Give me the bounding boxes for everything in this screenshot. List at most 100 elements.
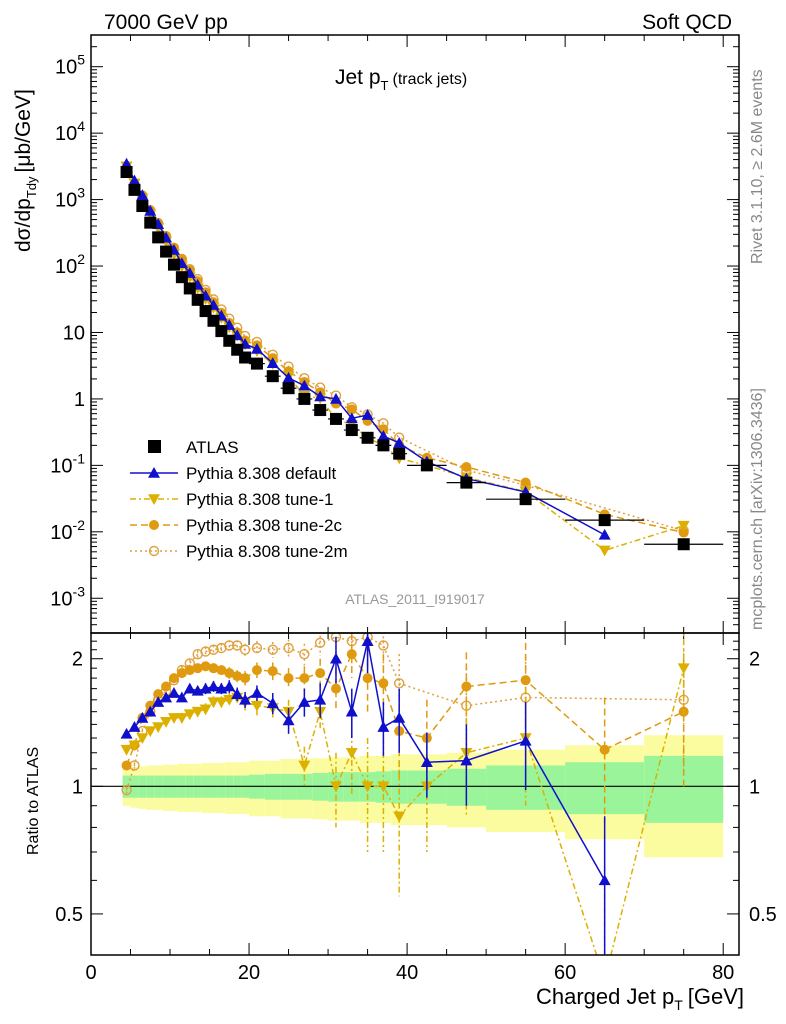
legend-entry-tune2c: Pythia 8.308 tune-2c xyxy=(130,516,342,535)
band-inner-bin xyxy=(644,755,724,823)
ratio-uncertainty-bands xyxy=(91,735,739,858)
default-point xyxy=(393,436,406,448)
tune1-point xyxy=(598,545,611,557)
tune1-ratio-point xyxy=(677,663,690,675)
y-tick-label: 10-2 xyxy=(50,517,85,544)
tune1-ratio-point xyxy=(167,713,180,724)
legend-marker xyxy=(149,520,159,530)
tune2m-ratio-point xyxy=(231,640,243,651)
ratio-tick-label: 2 xyxy=(72,649,83,671)
default-point xyxy=(144,204,157,216)
tune1-ratio-point xyxy=(329,781,342,793)
tune1-ratio-point xyxy=(393,811,406,823)
default-point xyxy=(329,392,342,404)
tune2c-ratio-point xyxy=(330,683,341,694)
tune2c-ratio-point xyxy=(192,663,203,674)
tune1-ratio-point xyxy=(361,781,374,793)
atlas-point xyxy=(377,439,390,452)
default-point xyxy=(128,174,141,186)
ratio-tick-label: 0.5 xyxy=(55,904,83,926)
y-tick-label-base: 10 xyxy=(50,588,72,610)
tune2m-ratio-point xyxy=(283,642,294,654)
y-tick-label-exp: 3 xyxy=(77,185,85,201)
atlas-point xyxy=(420,459,433,472)
y-axis-label-unit: [μb/GeV] xyxy=(12,89,35,172)
legend-marker xyxy=(148,545,160,557)
plot-frames xyxy=(90,34,740,956)
tune2c-ratio-point xyxy=(315,668,326,679)
y-tick-label-base: 10 xyxy=(50,522,72,544)
band-inner-bin xyxy=(391,770,408,804)
legend-label: ATLAS xyxy=(186,438,239,457)
default-ratio-point xyxy=(519,734,532,746)
legend-marker xyxy=(148,467,160,478)
tune2c-ratio-point xyxy=(184,665,195,676)
x-tick-label: 60 xyxy=(554,962,576,984)
atlas-point xyxy=(239,351,252,364)
y-tick-label-base: 10 xyxy=(55,190,77,212)
default-ratio-point xyxy=(152,696,165,707)
x-tick-label: 20 xyxy=(238,962,260,984)
legend-label: Pythia 8.308 tune-1 xyxy=(186,490,333,509)
atlas-point xyxy=(266,370,279,383)
default-point xyxy=(136,189,149,201)
tune1-ratio-point xyxy=(183,709,196,721)
x-axis-label-unit: [GeV] xyxy=(688,984,744,1009)
legend-label: Pythia 8.308 default xyxy=(186,464,337,483)
tune2c-ratio-point xyxy=(461,681,472,692)
default-ratio-point xyxy=(207,680,220,692)
ratio-panel-series xyxy=(120,633,690,955)
atlas-point xyxy=(250,357,263,370)
y-tick-label-exp: 4 xyxy=(77,118,85,134)
default-ratio-point xyxy=(345,705,358,717)
legend-entry-default: Pythia 8.308 default xyxy=(130,464,337,483)
default-ratio-point xyxy=(361,635,374,646)
legend-atlas-marker xyxy=(148,440,161,453)
y-tick-label: 1 xyxy=(74,389,85,411)
tune1-ratio-point xyxy=(160,716,173,728)
atlas-point xyxy=(120,166,133,179)
atlas-point xyxy=(329,412,342,425)
default-ratio-point xyxy=(239,693,252,705)
tune2c-ratio-point xyxy=(378,678,389,689)
tune2c-ratio-point xyxy=(224,668,235,679)
default-point xyxy=(377,430,390,441)
default-point xyxy=(314,390,327,402)
tune2c-ratio-point xyxy=(240,673,251,684)
y-tick-label: 104 xyxy=(55,118,85,145)
header-right: Soft QCD xyxy=(642,11,732,34)
tune2m-ratio-point xyxy=(239,644,251,655)
tune2c-ratio-point xyxy=(161,681,172,692)
tune2c-ratio-point xyxy=(216,665,227,676)
atlas-point xyxy=(393,447,406,460)
y-axis-label: dσ/dpTdy [μb/GeV] xyxy=(12,89,39,252)
default-ratio-point xyxy=(298,696,311,707)
tune2m-ratio-point xyxy=(267,644,278,655)
y-tick-label-base: 10 xyxy=(50,455,72,477)
y-tick-label-base: 10 xyxy=(55,123,77,145)
atlas-point xyxy=(460,476,473,489)
tune2c-ratio-point xyxy=(200,661,211,672)
atlas-point xyxy=(152,231,165,244)
header-left: 7000 GeV pp xyxy=(104,11,228,34)
atlas-point xyxy=(598,514,611,527)
tune1-ratio-point xyxy=(250,700,263,712)
default-ratio-point xyxy=(175,691,188,703)
default-point xyxy=(266,357,279,368)
ratio-tick-label: 1 xyxy=(72,776,83,798)
atlas-point xyxy=(345,424,358,437)
default-ratio-point xyxy=(128,721,141,732)
chart-title-main: Jet p xyxy=(335,66,381,89)
default-ratio-point xyxy=(136,711,149,723)
legend-entry-atlas: ATLAS xyxy=(148,438,239,457)
legend-entry-tune2m: Pythia 8.308 tune-2m xyxy=(130,542,348,561)
atlas-point xyxy=(677,538,690,551)
tune1-point xyxy=(677,520,690,532)
tune2c-ratio-point xyxy=(208,663,219,674)
tune2c-point xyxy=(520,477,531,488)
default-ratio-point xyxy=(266,697,279,709)
default-point xyxy=(361,409,374,420)
analysis-id: ATLAS_2011_I919017 xyxy=(345,591,485,607)
default-point xyxy=(298,379,311,391)
